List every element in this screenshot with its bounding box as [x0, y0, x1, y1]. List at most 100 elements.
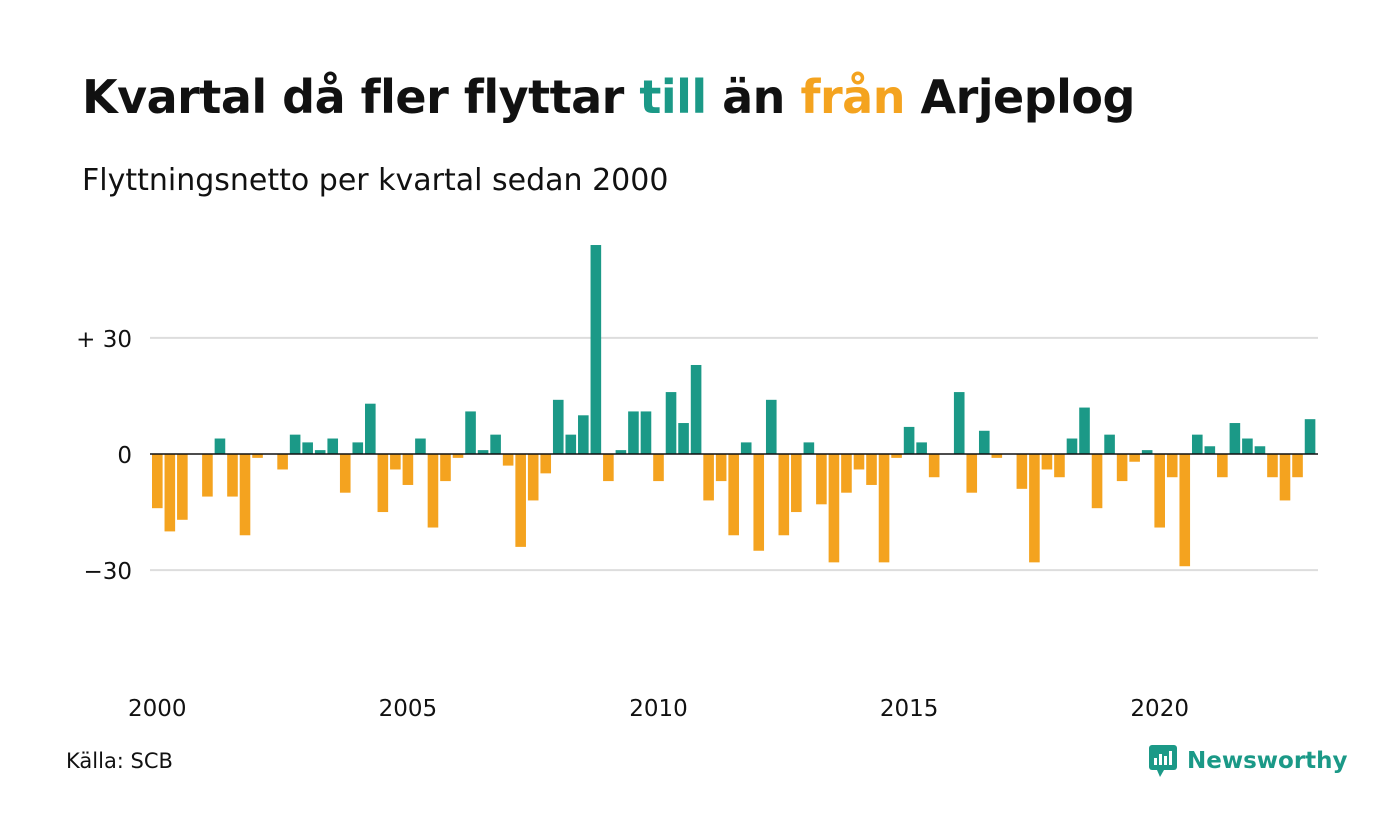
x-tick-label: 2005	[379, 696, 438, 722]
x-tick-label: 2000	[128, 696, 187, 722]
bar	[1204, 446, 1216, 454]
bar	[314, 450, 326, 454]
bar	[678, 423, 689, 454]
bar	[327, 438, 339, 454]
bar	[152, 454, 163, 509]
bar	[953, 392, 965, 454]
bar	[878, 454, 890, 563]
bar	[966, 454, 978, 493]
bar	[1229, 423, 1241, 454]
bar	[1091, 454, 1103, 509]
bar	[753, 454, 765, 551]
bar	[1066, 438, 1078, 454]
bar	[1141, 450, 1153, 454]
bar	[402, 454, 414, 485]
bar	[415, 438, 426, 454]
bar	[239, 454, 251, 536]
y-tick-label: −30	[83, 559, 132, 585]
bar	[728, 454, 739, 536]
bar	[1191, 434, 1203, 454]
bar	[853, 454, 865, 470]
bar	[1129, 454, 1140, 462]
bar	[1154, 454, 1165, 528]
bar	[502, 454, 514, 466]
bar	[628, 411, 639, 454]
bar	[991, 454, 1003, 458]
title-till: till	[639, 70, 707, 124]
bar	[603, 454, 614, 482]
bar	[665, 392, 677, 454]
bar	[365, 403, 376, 454]
bar	[1292, 454, 1303, 478]
bar	[177, 454, 188, 520]
chart-title: Kvartal då fler flyttar till än från Arj…	[82, 70, 1135, 124]
bar	[740, 442, 752, 454]
bar	[302, 442, 313, 454]
bar	[377, 454, 389, 513]
x-tick-label: 2010	[629, 696, 688, 722]
bar	[339, 454, 351, 493]
bar	[252, 454, 263, 458]
bar	[653, 454, 664, 482]
brand-name: Newsworthy	[1187, 748, 1348, 774]
bar	[866, 454, 877, 485]
bar	[841, 454, 852, 493]
bar	[515, 454, 526, 547]
bar	[465, 411, 476, 454]
y-tick-label: + 30	[76, 327, 132, 353]
bar	[1029, 454, 1040, 563]
bar	[903, 426, 915, 454]
bar	[791, 454, 802, 513]
bar	[891, 454, 902, 458]
bar	[615, 450, 627, 454]
source-note: Källa: SCB	[66, 749, 173, 773]
bar	[1054, 454, 1065, 478]
bar	[552, 399, 564, 454]
brand-logo: Newsworthy	[1148, 744, 1348, 778]
bar	[578, 415, 589, 454]
bar	[477, 450, 489, 454]
bar	[1041, 454, 1053, 470]
bar	[765, 399, 777, 454]
bar	[565, 434, 577, 454]
bar	[803, 442, 815, 454]
bar	[690, 364, 702, 454]
bar	[916, 442, 927, 454]
bar	[1079, 407, 1090, 454]
title-part-1: Kvartal då fler flyttar	[82, 70, 640, 124]
newsworthy-logo-icon	[1149, 745, 1177, 777]
bar	[1116, 454, 1128, 482]
x-tick-label: 2015	[880, 696, 939, 722]
title-part-3: Arjeplog	[904, 70, 1135, 124]
bar	[1217, 454, 1228, 478]
bar	[390, 454, 401, 470]
title-part-2: än	[706, 70, 801, 124]
bar	[352, 442, 364, 454]
bar	[1166, 454, 1178, 478]
bar	[928, 454, 940, 478]
bar	[440, 454, 451, 482]
bar	[1254, 446, 1266, 454]
bar	[1242, 438, 1253, 454]
bar	[289, 434, 301, 454]
bar	[277, 454, 288, 470]
bar	[1104, 434, 1115, 454]
bar	[640, 411, 652, 454]
bar	[427, 454, 439, 528]
bar	[202, 454, 213, 497]
bar	[540, 454, 552, 474]
bar	[715, 454, 727, 482]
chart-subtitle: Flyttningsnetto per kvartal sedan 2000	[82, 163, 669, 198]
bar	[978, 430, 990, 454]
y-tick-label: 0	[117, 443, 132, 469]
bar	[828, 454, 840, 563]
bar	[703, 454, 714, 501]
bar	[452, 454, 464, 458]
x-tick-label: 2020	[1130, 696, 1189, 722]
bar	[1267, 454, 1278, 478]
bar	[527, 454, 539, 501]
bar	[590, 245, 602, 454]
bar	[1179, 454, 1191, 567]
bar	[1016, 454, 1028, 489]
